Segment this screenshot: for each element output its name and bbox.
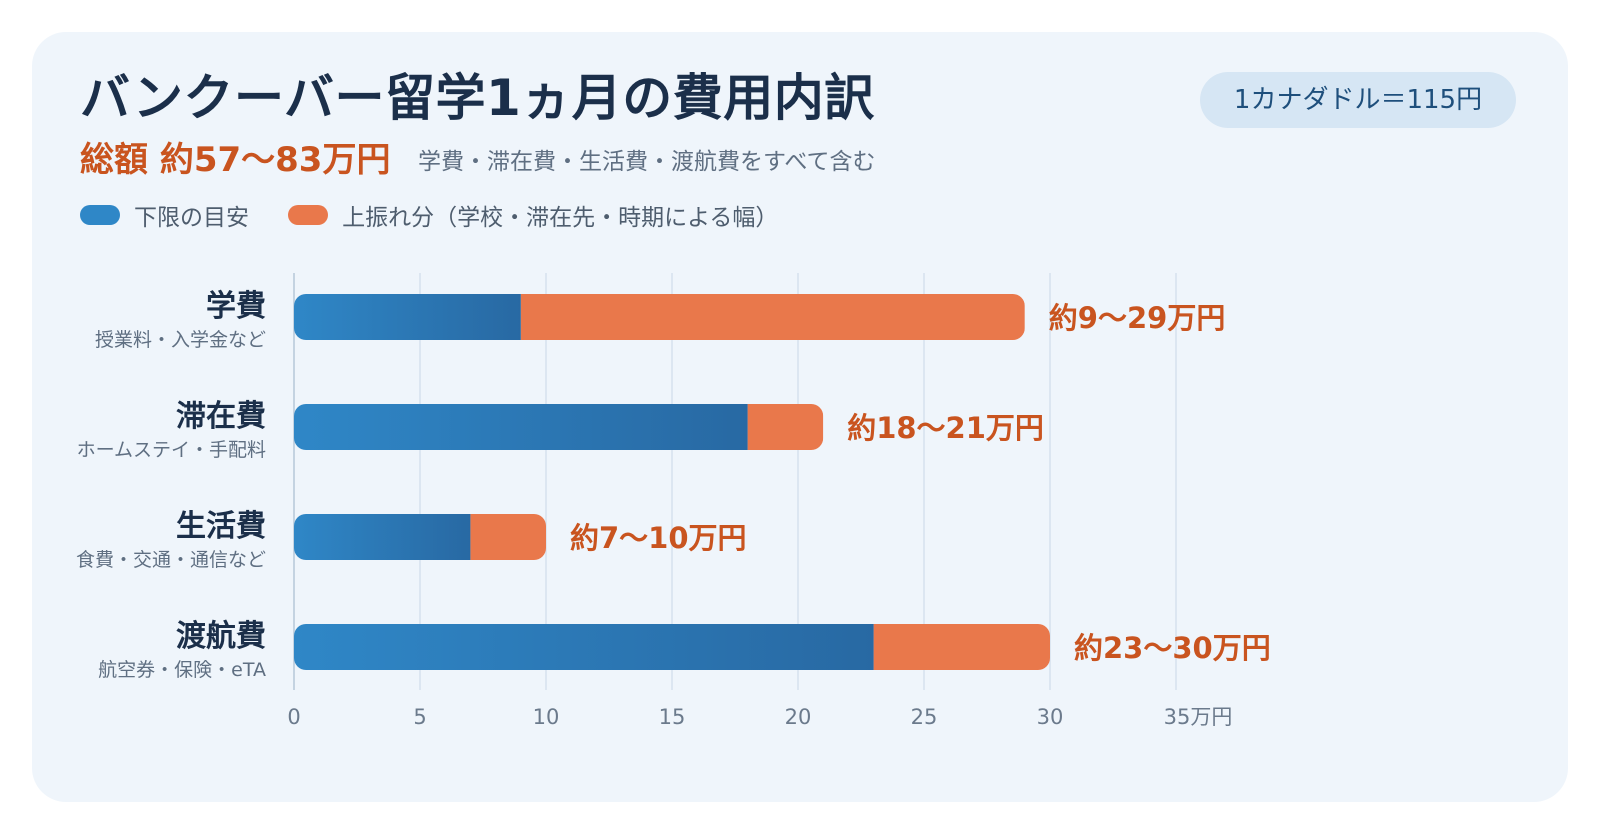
bar-lower-3 (294, 624, 874, 670)
category-subtitle-3: 航空券・保険・eTA (98, 659, 266, 681)
legend-swatch-lower (80, 205, 120, 225)
bar-upper-1 (747, 404, 824, 450)
x-tick-label-30: 30 (1037, 705, 1064, 729)
legend-label-upper: 上振れ分（学校・滞在先・時期による幅） (342, 205, 779, 231)
x-tick-label-15: 15 (659, 705, 686, 729)
bar-group-2 (294, 514, 546, 560)
x-tick-label-25: 25 (911, 705, 938, 729)
category-subtitle-0: 授業料・入学金など (95, 329, 266, 351)
x-tick-label-20: 20 (785, 705, 812, 729)
x-tick-label-35: 35万円 (1164, 705, 1233, 729)
page-title: バンクーバー留学1ヵ月の費用内訳 (80, 69, 875, 127)
bar-group-1 (294, 404, 824, 450)
category-label-0: 学費 (206, 289, 266, 324)
bar-lower-0 (294, 294, 521, 340)
bar-lower-2 (294, 514, 471, 560)
bar-upper-3 (873, 624, 1050, 670)
legend-swatch-upper (288, 205, 329, 225)
category-label-3: 渡航費 (176, 619, 266, 654)
legend-item-upper: 上振れ分（学校・滞在先・時期による幅） (288, 198, 778, 232)
legend-item-lower: 下限の目安 (80, 198, 249, 232)
bar-upper-2 (470, 514, 546, 560)
x-tick-label-10: 10 (533, 705, 560, 729)
bar-group-3 (294, 624, 1050, 670)
chart-legend: 下限の目安 上振れ分（学校・滞在先・時期による幅） (80, 198, 812, 231)
category-subtitle-2: 食費・交通・通信など (76, 549, 266, 571)
category-subtitle-1: ホームステイ・手配料 (77, 439, 266, 461)
x-tick-label-5: 5 (413, 705, 426, 729)
data-label-3: 約23〜30万円 (1074, 631, 1271, 665)
data-label-1: 約18〜21万円 (847, 411, 1044, 445)
total-cost-note: 学費・滞在費・生活費・渡航費をすべて含む (418, 149, 876, 175)
x-tick-label-0: 0 (287, 705, 300, 729)
total-cost-label: 総額 約57〜83万円 (80, 140, 391, 180)
bar-upper-0 (520, 294, 1025, 340)
exchange-rate-badge: 1カナダドル＝115円 (1200, 72, 1516, 128)
data-label-2: 約7〜10万円 (570, 521, 747, 555)
category-label-2: 生活費 (176, 509, 266, 544)
bar-group-0 (294, 294, 1025, 340)
legend-label-lower: 下限の目安 (134, 205, 249, 231)
bar-lower-1 (294, 404, 748, 450)
data-label-0: 約9〜29万円 (1049, 301, 1226, 335)
category-label-1: 滞在費 (176, 399, 266, 434)
